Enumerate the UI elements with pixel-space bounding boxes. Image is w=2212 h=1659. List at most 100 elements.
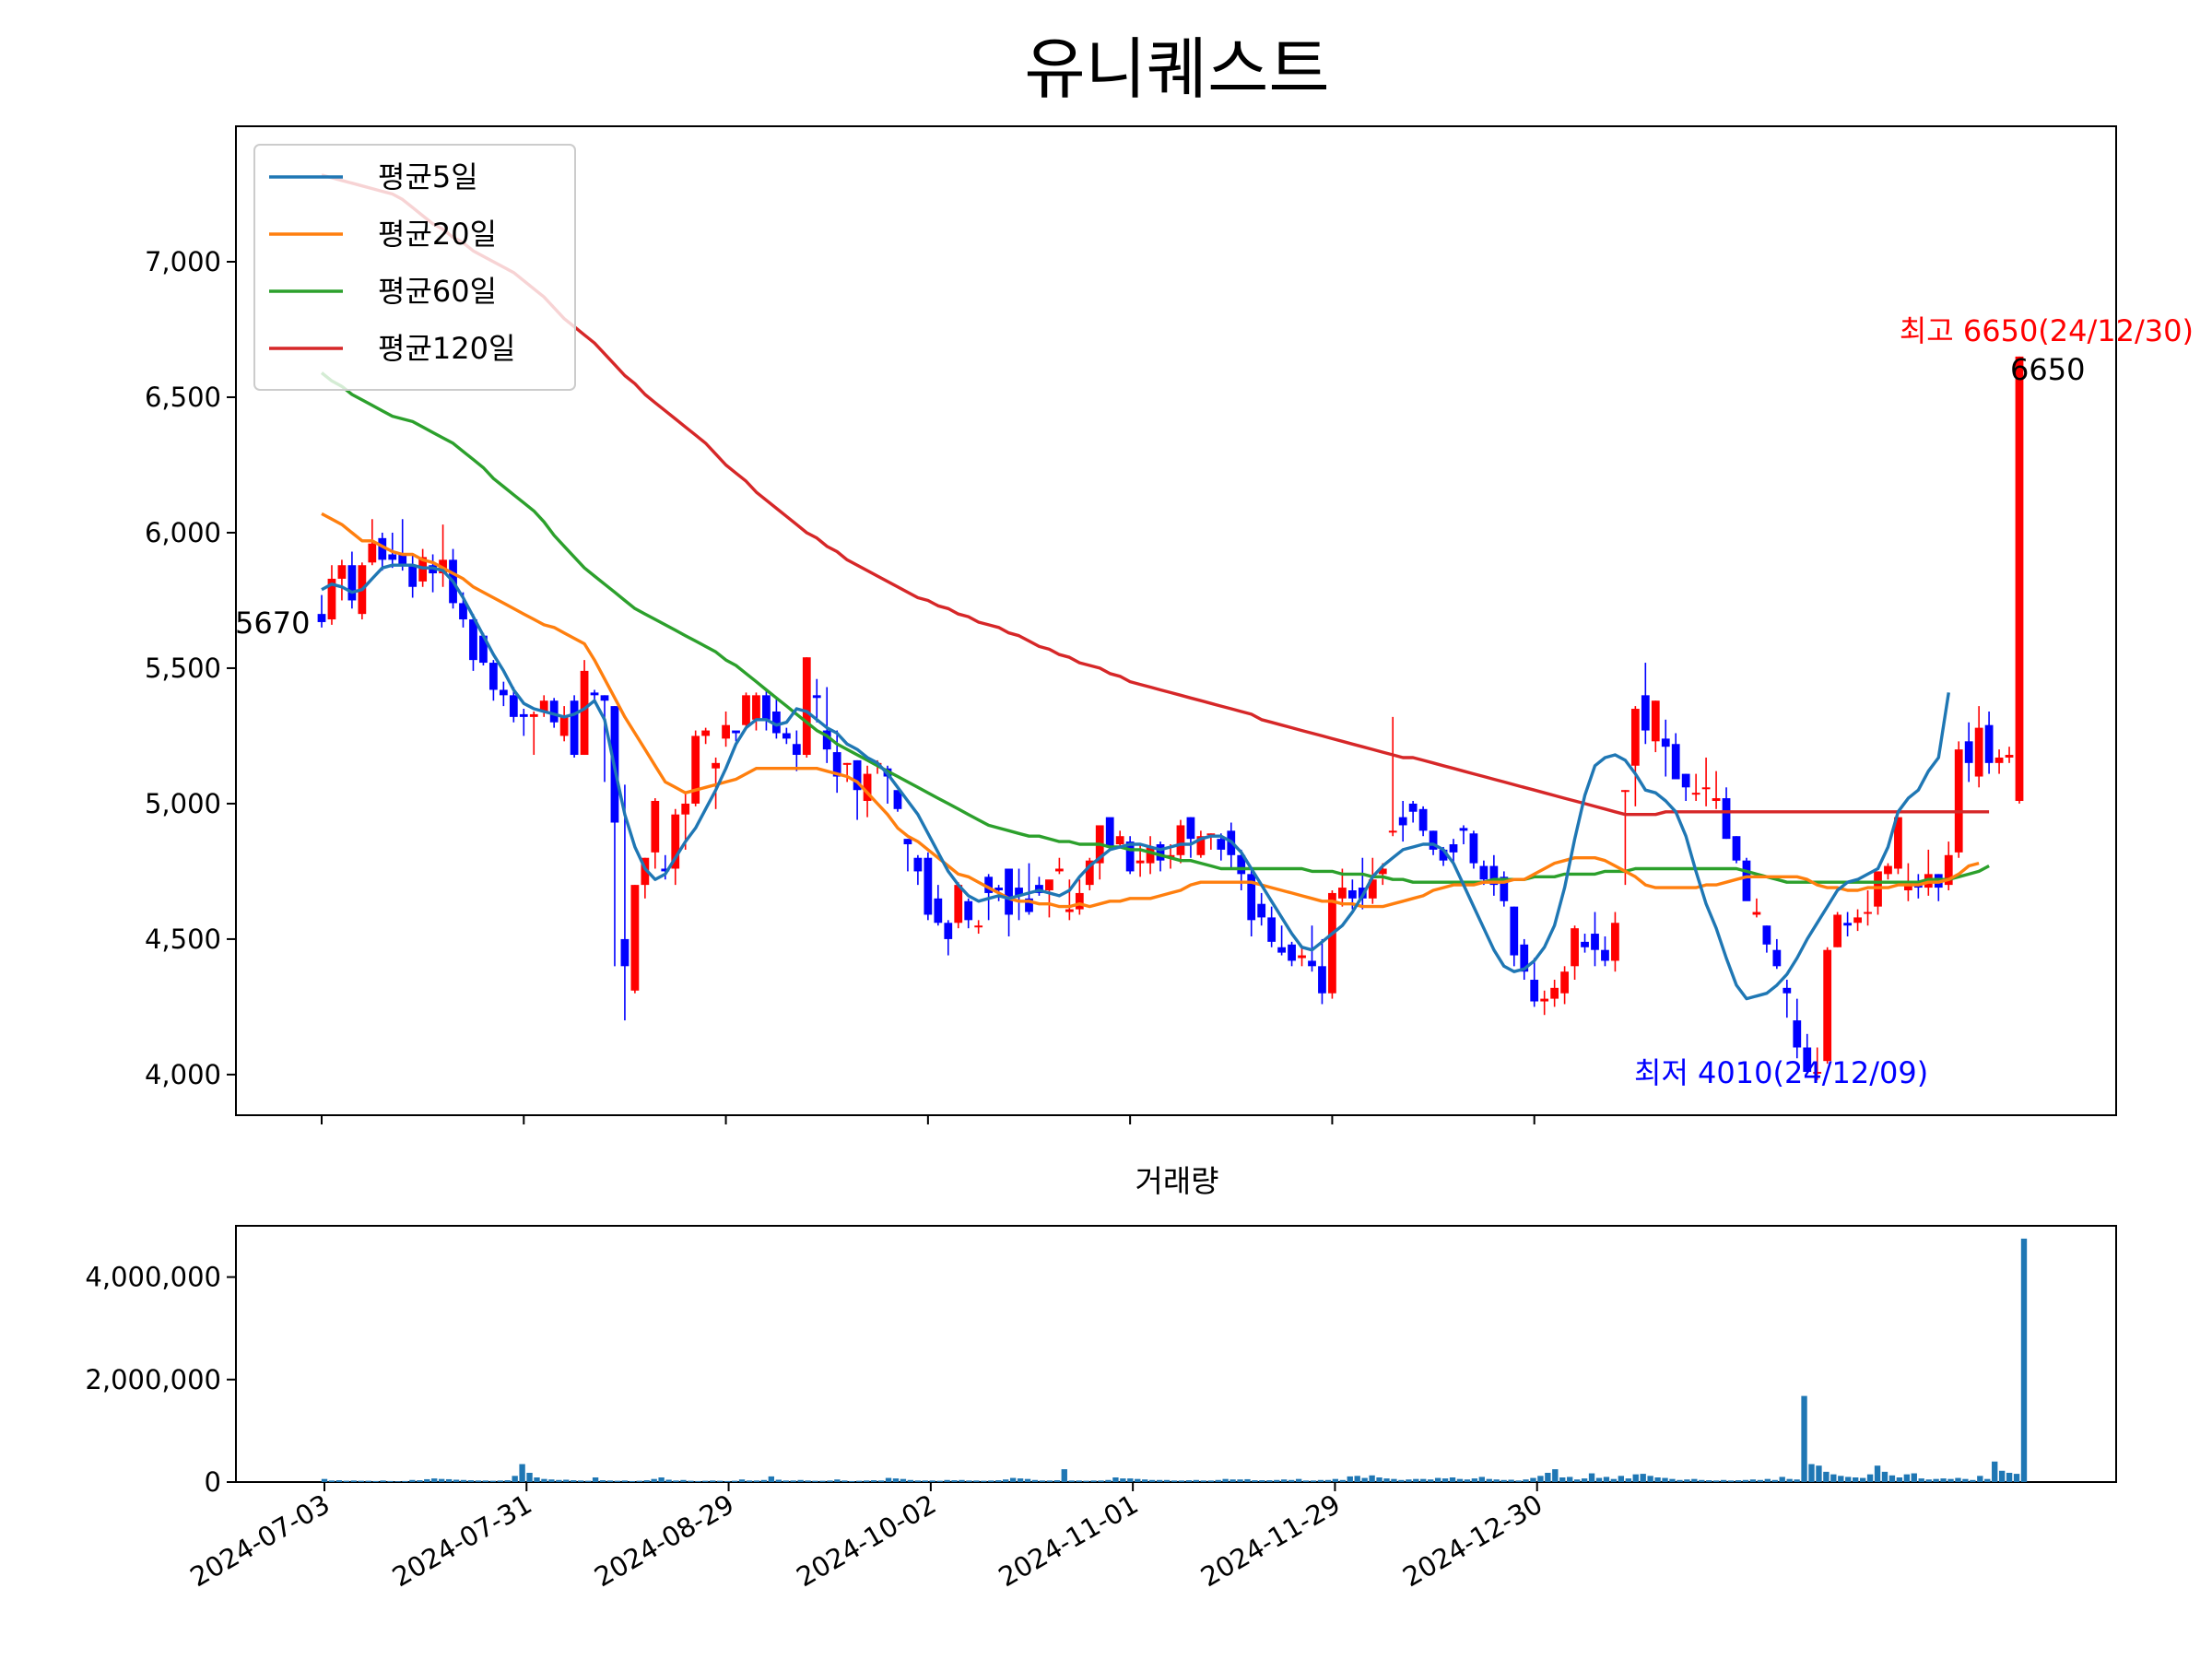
candle-body	[1550, 987, 1559, 999]
volume-panel: 0 2,000,000 4,000,000 2024-07-03 2024-07-31 2…	[85, 1225, 2117, 1594]
volume-bar	[1252, 1480, 1258, 1482]
volume-bar	[1603, 1477, 1610, 1482]
volume-bar	[1171, 1480, 1178, 1482]
candle-body	[671, 814, 680, 869]
volume-bar	[805, 1480, 811, 1482]
volume-bar	[738, 1479, 746, 1482]
volume-bar	[1684, 1479, 1690, 1482]
volume-bar	[358, 1480, 364, 1482]
candle-body	[1105, 817, 1114, 847]
volume-bar	[665, 1479, 672, 1482]
volume-bar	[1816, 1465, 1822, 1482]
candle-body	[1489, 865, 1499, 886]
volume-bar	[1441, 1478, 1449, 1482]
candle-body	[994, 888, 1003, 891]
volume-bar	[1515, 1480, 1522, 1482]
volume-bar	[1903, 1474, 1911, 1482]
volume-y-tick-label: 2,000,000	[85, 1364, 221, 1395]
candle-body	[641, 857, 650, 886]
candle-body	[1994, 757, 2004, 763]
volume-bar	[1339, 1479, 1346, 1482]
candle-body	[1510, 906, 1519, 956]
volume-bar	[1361, 1477, 1368, 1482]
volume-bar	[592, 1477, 599, 1482]
volume-bar	[1896, 1477, 1903, 1482]
volume-bar	[782, 1480, 789, 1482]
candle-body	[1277, 947, 1286, 953]
y-tick-label: 5,500	[145, 653, 221, 684]
volume-bar	[1383, 1478, 1390, 1482]
volume-bar	[1178, 1480, 1185, 1482]
candle-body	[1055, 868, 1064, 872]
volume-bar	[1970, 1479, 1976, 1482]
volume-bar	[695, 1480, 701, 1482]
volume-bar	[504, 1480, 511, 1482]
candle-body	[1237, 854, 1246, 875]
volume-bar	[914, 1480, 921, 1482]
volume-bar	[1984, 1478, 1991, 1482]
candle-body	[1833, 914, 1842, 947]
volume-bar	[1083, 1480, 1089, 1482]
volume-bar	[1230, 1479, 1236, 1482]
candle-body	[1864, 912, 1872, 914]
volume-bar	[702, 1480, 709, 1482]
volume-bar	[1771, 1479, 1778, 1482]
candle-body	[1712, 798, 1721, 801]
candle-body	[1964, 741, 1973, 763]
volume-bar	[710, 1480, 716, 1482]
volume-bar	[548, 1479, 555, 1482]
candle-body	[479, 635, 488, 664]
volume-bar	[1193, 1479, 1200, 1482]
y-tick-label: 4,500	[145, 924, 221, 955]
volume-bar	[1288, 1479, 1295, 1482]
volume-bar	[606, 1480, 614, 1482]
volume-bar	[877, 1480, 885, 1482]
candle-body	[2005, 755, 2014, 758]
volume-bar	[578, 1480, 584, 1482]
x-tick-label: 2024-08-29	[589, 1488, 739, 1594]
volume-bar	[797, 1479, 804, 1482]
volume-bar	[1808, 1464, 1815, 1482]
volume-bar	[556, 1479, 562, 1482]
volume-bar	[614, 1480, 621, 1482]
volume-bar	[460, 1479, 467, 1482]
candle-body	[832, 752, 841, 777]
candle-body	[812, 695, 821, 699]
volume-bar	[746, 1480, 753, 1482]
volume-bar	[1185, 1480, 1193, 1482]
volume-bar	[981, 1480, 987, 1482]
candle-body	[630, 885, 640, 991]
candle-body	[1540, 998, 1549, 1002]
y-tick-label: 6,500	[145, 382, 221, 413]
candle-body	[782, 733, 791, 739]
volume-bar	[1962, 1478, 1969, 1482]
y-tick-label: 7,000	[145, 246, 221, 277]
candle-body	[701, 730, 711, 736]
volume-bar	[2006, 1472, 2013, 1482]
candle-body	[1571, 928, 1579, 967]
candle-body	[1630, 709, 1640, 766]
volume-bar	[1845, 1477, 1852, 1482]
volume-bar	[768, 1476, 775, 1482]
volume-bar	[1720, 1479, 1727, 1482]
volume-bar	[343, 1480, 350, 1482]
candle-body	[842, 762, 852, 765]
volume-bar	[563, 1479, 570, 1482]
candle-body	[1823, 949, 1832, 1062]
candle-body	[1085, 860, 1094, 886]
volume-bar	[1881, 1471, 1888, 1482]
volume-bar	[629, 1480, 636, 1482]
volume-bar	[760, 1479, 768, 1482]
volume-bar	[1691, 1478, 1698, 1482]
candle-body	[712, 762, 720, 769]
candle-body	[1338, 888, 1347, 899]
volume-bar	[1918, 1478, 1924, 1482]
candle-body	[1459, 828, 1468, 831]
candle-body	[1429, 830, 1438, 850]
volume-bar	[673, 1480, 679, 1482]
candle-body	[1691, 793, 1700, 795]
volume-bar	[1640, 1474, 1646, 1482]
volume-bar	[424, 1478, 430, 1482]
candle-body	[1904, 885, 1912, 891]
candle-body	[1671, 744, 1680, 780]
